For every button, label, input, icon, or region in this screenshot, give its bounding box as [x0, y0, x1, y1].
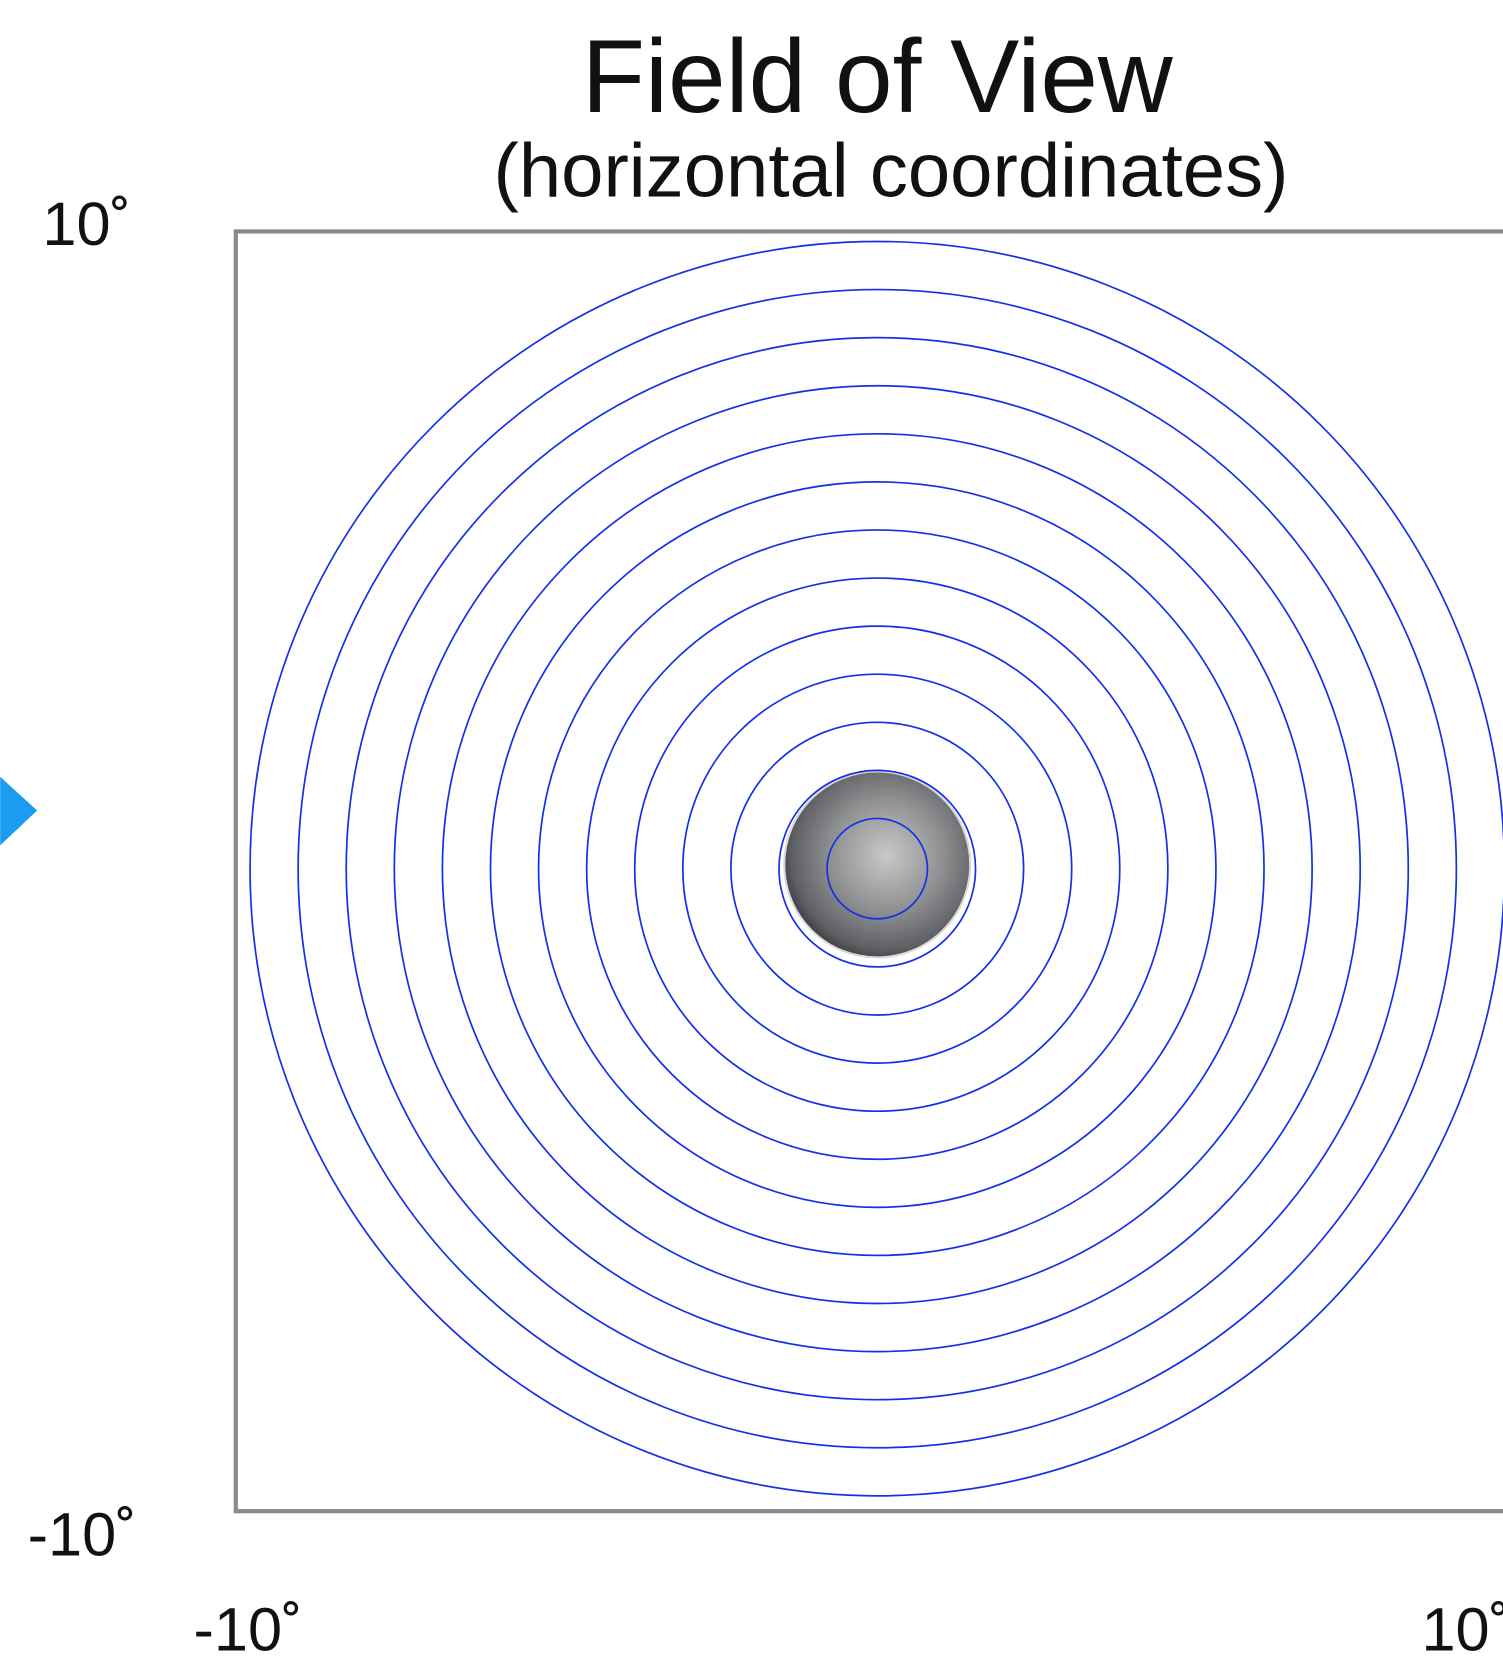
- y-top-label: 10˚: [42, 190, 131, 258]
- page: Field of View (horizontal coordinates) 1…: [0, 0, 1503, 1657]
- subtitle: (horizontal coordinates): [493, 129, 1288, 214]
- x-left-label: -10˚: [194, 1596, 303, 1657]
- arrow-indicator: [0, 777, 37, 846]
- x-right-label: 10˚: [1421, 1596, 1503, 1657]
- moon: [784, 771, 970, 957]
- diagram: Field of View (horizontal coordinates) 1…: [0, 0, 1503, 1657]
- title: Field of View: [582, 18, 1174, 134]
- y-bottom-label: -10˚: [28, 1501, 137, 1569]
